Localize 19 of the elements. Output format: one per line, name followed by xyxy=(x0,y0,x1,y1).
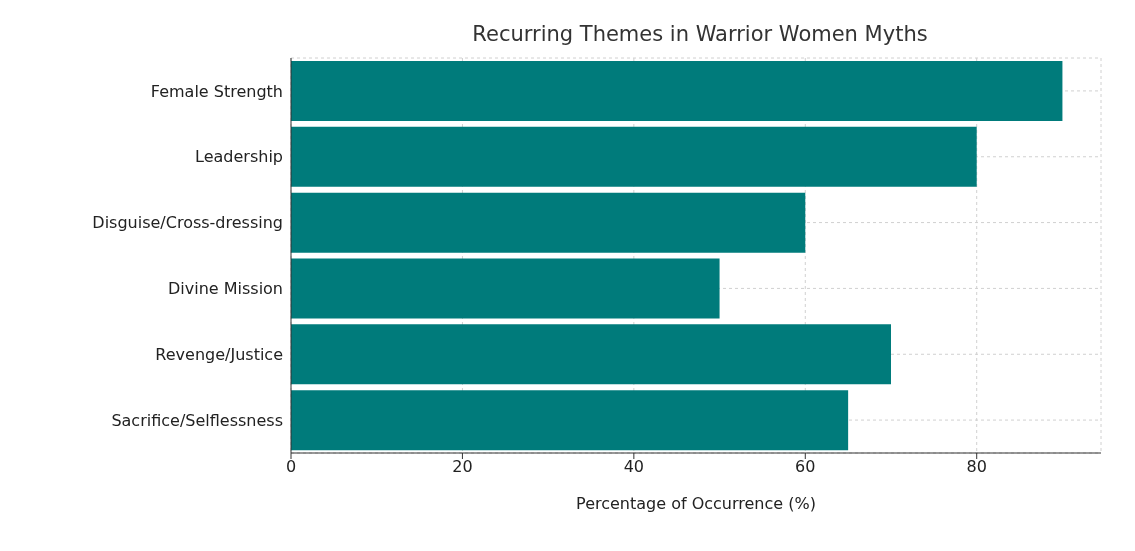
bar xyxy=(291,390,849,451)
x-tick-label: 60 xyxy=(795,457,816,477)
y-tick-label: Divine Mission xyxy=(167,279,283,299)
y-tick-label: Leadership xyxy=(195,147,283,167)
x-tick-label: 40 xyxy=(623,457,645,477)
y-tick-label: Sacrifice/Selflessness xyxy=(111,410,283,430)
bar xyxy=(291,192,806,253)
x-tick-label: 0 xyxy=(285,457,297,477)
x-axis-title: Percentage of Occurrence (%) xyxy=(576,494,816,513)
bar xyxy=(291,61,1063,121)
bar xyxy=(291,126,977,187)
x-tick-label: 20 xyxy=(452,457,473,477)
y-tick-label: Female Strength xyxy=(150,81,283,101)
bar xyxy=(291,324,891,385)
bar xyxy=(291,258,720,319)
y-tick-label: Disguise/Cross-dressing xyxy=(92,213,283,233)
y-tick-label: Revenge/Justice xyxy=(155,344,283,364)
chart-title: Recurring Themes in Warrior Women Myths xyxy=(471,22,929,46)
x-tick-label: 80 xyxy=(966,457,987,477)
